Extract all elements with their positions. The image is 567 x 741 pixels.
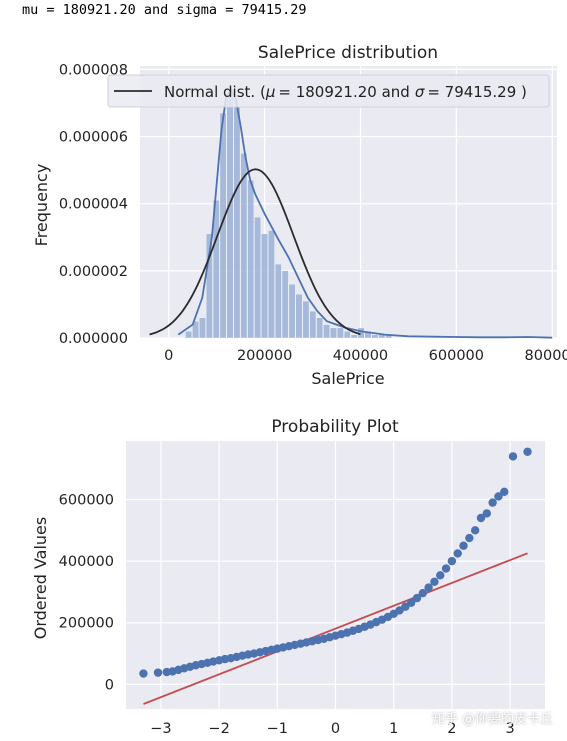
chart2-x-tick-labels: −3 −2 −1 0 1 2 3: [150, 721, 514, 737]
chart2-scatter-point: [430, 577, 439, 586]
chart1-histogram-bar: [254, 216, 261, 339]
chart2-scatter-point: [488, 498, 497, 507]
chart2-title: Probability Plot: [271, 417, 399, 437]
chart1-histogram-bar: [330, 327, 337, 339]
chart2-scatter-point: [453, 549, 462, 558]
chart2-scatter-point: [465, 533, 474, 543]
chart2-y-tick-label: 200000: [59, 616, 114, 632]
chart2-scatter-point: [406, 598, 416, 607]
chart1-histogram-bar: [281, 270, 289, 339]
chart1-normal-fit-line: [149, 168, 361, 336]
chart2-x-tick-label: 0: [331, 721, 340, 737]
chart2-scatter-point: [447, 556, 457, 566]
chart1-histogram-bar: [295, 294, 303, 339]
chart1-y-axis-label: Frequency: [32, 164, 51, 247]
chart1-histogram-bar: [268, 230, 275, 339]
chart1-histogram-bar: [247, 180, 255, 339]
legend-sigma-value: = 79415.29 ): [427, 83, 527, 101]
chart1-y-tick-label: 0.000006: [59, 130, 128, 146]
chart2-scatter-point: [482, 509, 492, 518]
chart2-scatter-point: [412, 593, 422, 603]
chart2-scatter-point: [508, 452, 518, 461]
chart2-scatter-point: [436, 571, 445, 580]
chart2-scatter-point: [418, 588, 427, 598]
chart2-x-tick-label: −2: [208, 721, 229, 737]
chart2-y-axis-label: Ordered Values: [31, 517, 50, 639]
chart1-legend-label: Normal dist. (μ = 180921.20 and σ = 79415.2…: [164, 83, 527, 101]
watermark-text: 知乎 @你要的皮卡丘: [431, 712, 553, 727]
probability-plot-chart: 0 200000 400000 600000 −3 −2 −1 0 1 2 3 Probabili…: [31, 417, 545, 737]
chart2-x-tick-label: 1: [389, 721, 398, 737]
chart1-y-tick-label: 0.000002: [59, 264, 128, 280]
console-output-line: mu = 180921.20 and sigma = 79415.29: [22, 2, 307, 18]
chart1-histogram-bar: [323, 324, 330, 339]
chart1-y-tick-label: 0.000004: [59, 197, 128, 213]
chart1-legend: Normal dist. (μ = 180921.20 and σ = 79415.2…: [107, 74, 550, 108]
chart2-y-tick-labels: 0 200000 400000 600000: [59, 493, 114, 694]
chart2-x-tick-label: 3: [505, 721, 514, 737]
chart1-histogram-bar: [316, 317, 323, 339]
chart2-scatter-point: [153, 668, 163, 677]
chart1-histogram-bar: [261, 233, 268, 339]
chart1-histogram-bar: [240, 153, 248, 339]
chart2-scatter-point: [470, 526, 480, 535]
chart1-histogram-bar: [212, 200, 220, 339]
chart1-y-tick-label: 0.000000: [59, 331, 128, 347]
chart2-scatter-point: [476, 513, 486, 523]
chart1-x-axis-label: SalePrice: [311, 369, 384, 388]
chart1-x-tick-label: 400000: [333, 348, 388, 364]
chart2-scatter-point: [459, 541, 468, 550]
chart1-histogram-bar: [371, 334, 379, 339]
chart1-title: SalePrice distribution: [258, 43, 438, 63]
chart1-x-tick-label: 800000: [525, 348, 567, 364]
chart1-x-tick-label: 600000: [429, 348, 484, 364]
chart2-scatter-point: [139, 669, 148, 678]
chart1-x-tick-labels: 0 200000 400000 600000 800000: [164, 348, 567, 364]
legend-prefix: Normal dist. (: [164, 83, 266, 101]
chart1-histogram-bar: [185, 331, 192, 339]
chart1-kde-line: [177, 87, 553, 339]
chart1-x-tick-label: 200000: [237, 348, 292, 364]
chart2-scatter-point: [500, 487, 509, 497]
chart1-histogram-bar: [350, 334, 358, 339]
chart2-gridlines: [126, 441, 545, 709]
chart2-scatter-point: [441, 564, 451, 573]
chart2-scatter-point: [523, 447, 532, 456]
legend-mu-value: = 180921.20 and: [278, 83, 409, 101]
chart1-x-tick-label: 0: [164, 348, 173, 364]
chart2-fit-line: [143, 552, 528, 705]
chart2-x-tick-label: 2: [447, 721, 456, 737]
chart1-histogram-bar: [364, 331, 372, 339]
chart1-histogram-bar: [226, 92, 234, 339]
chart2-y-tick-label: 600000: [59, 493, 114, 509]
chart1-histogram-bar: [199, 317, 206, 339]
chart1-histogram-bar: [343, 331, 351, 339]
chart1-histogram-bar: [233, 106, 241, 339]
chart1-histogram-bar: [192, 321, 199, 339]
chart1-y-tick-label: 0.000008: [59, 62, 128, 78]
chart2-scatter-point: [494, 492, 503, 501]
chart1-legend-box: [107, 74, 550, 108]
chart2-x-tick-label: −3: [150, 721, 171, 737]
legend-mu-symbol: μ: [265, 83, 276, 101]
chart1-histogram-bar: [309, 310, 317, 339]
chart1-histogram-bar: [302, 300, 310, 339]
chart2-scatter-point: [424, 583, 433, 592]
chart1-histogram-bar: [206, 233, 213, 339]
chart2-y-tick-label: 0: [105, 677, 114, 693]
chart1-y-tick-labels: 0.000000 0.000002 0.000004 0.000006 0.000008: [59, 62, 128, 347]
chart1-histogram-bar: [288, 284, 296, 339]
chart1-histogram-bar: [337, 327, 344, 339]
saleprice-distribution-chart: 0.000000 0.000002 0.000004 0.000006 0.000008…: [32, 43, 567, 388]
chart1-histogram-bar: [275, 263, 282, 339]
chart2-scatter-points: [139, 447, 532, 678]
chart1-histogram-bars: [185, 92, 392, 339]
legend-sigma-symbol: σ: [415, 83, 425, 101]
chart2-x-tick-label: −1: [267, 721, 288, 737]
chart2-y-tick-label: 400000: [59, 554, 114, 570]
